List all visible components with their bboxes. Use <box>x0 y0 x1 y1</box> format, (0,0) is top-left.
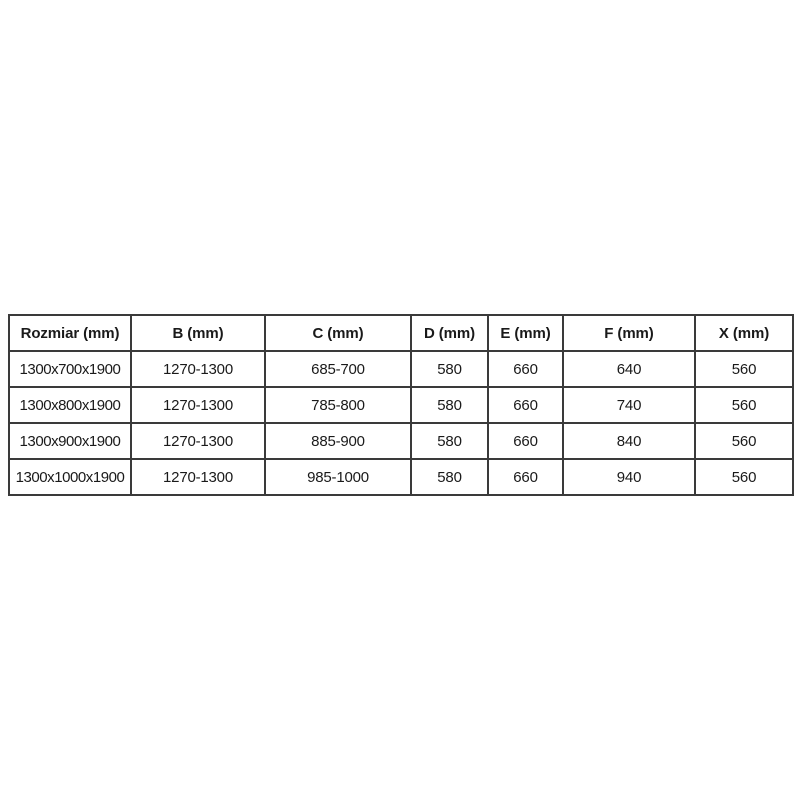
cell-b: 1270-1300 <box>130 458 266 496</box>
cell-d: 580 <box>410 350 489 388</box>
cell-f: 840 <box>562 422 696 460</box>
column-header-d: D (mm) <box>410 314 489 352</box>
cell-size: 1300x800x1900 <box>8 386 132 424</box>
cell-d: 580 <box>410 458 489 496</box>
column-header-b: B (mm) <box>130 314 266 352</box>
cell-f: 940 <box>562 458 696 496</box>
cell-c: 985-1000 <box>264 458 412 496</box>
cell-size: 1300x700x1900 <box>8 350 132 388</box>
cell-d: 580 <box>410 422 489 460</box>
cell-c: 885-900 <box>264 422 412 460</box>
cell-e: 660 <box>487 350 564 388</box>
cell-x: 560 <box>694 458 794 496</box>
cell-e: 660 <box>487 386 564 424</box>
dimensions-table: Rozmiar (mm) B (mm) C (mm) D (mm) E (mm)… <box>8 314 794 496</box>
table-row: 1300x1000x1900 1270-1300 985-1000 580 66… <box>8 458 794 496</box>
cell-x: 560 <box>694 422 794 460</box>
cell-size: 1300x900x1900 <box>8 422 132 460</box>
cell-e: 660 <box>487 458 564 496</box>
cell-f: 640 <box>562 350 696 388</box>
cell-f: 740 <box>562 386 696 424</box>
cell-size: 1300x1000x1900 <box>8 458 132 496</box>
table-row: 1300x900x1900 1270-1300 885-900 580 660 … <box>8 422 794 460</box>
cell-b: 1270-1300 <box>130 350 266 388</box>
cell-d: 580 <box>410 386 489 424</box>
table-header-row: Rozmiar (mm) B (mm) C (mm) D (mm) E (mm)… <box>8 314 794 352</box>
cell-e: 660 <box>487 422 564 460</box>
cell-x: 560 <box>694 350 794 388</box>
cell-x: 560 <box>694 386 794 424</box>
cell-b: 1270-1300 <box>130 386 266 424</box>
column-header-size: Rozmiar (mm) <box>8 314 132 352</box>
column-header-e: E (mm) <box>487 314 564 352</box>
table-row: 1300x800x1900 1270-1300 785-800 580 660 … <box>8 386 794 424</box>
cell-c: 685-700 <box>264 350 412 388</box>
column-header-f: F (mm) <box>562 314 696 352</box>
column-header-x: X (mm) <box>694 314 794 352</box>
table-row: 1300x700x1900 1270-1300 685-700 580 660 … <box>8 350 794 388</box>
cell-c: 785-800 <box>264 386 412 424</box>
cell-b: 1270-1300 <box>130 422 266 460</box>
column-header-c: C (mm) <box>264 314 412 352</box>
